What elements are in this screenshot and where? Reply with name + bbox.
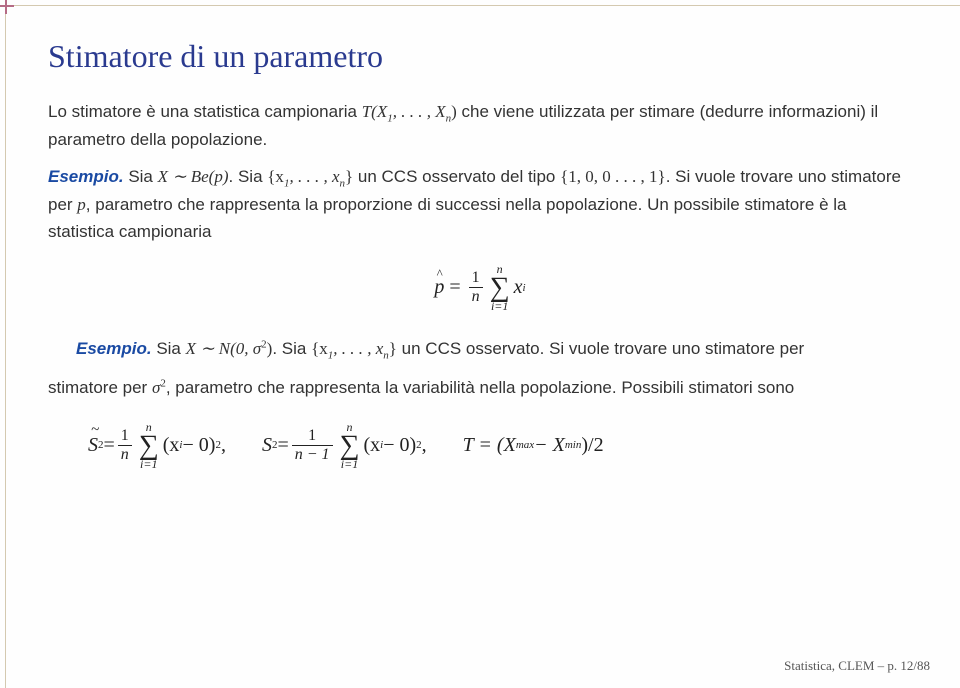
text: un CCS osservato. Si vuole trovare uno s… <box>397 339 804 358</box>
math-eq: = <box>104 434 115 457</box>
frac-num: 1 <box>469 269 483 288</box>
math: T = (X <box>463 434 516 457</box>
math-sub: min <box>565 439 582 451</box>
frac-den: n <box>469 288 483 306</box>
example-label: Esempio. <box>48 167 124 186</box>
slide-page: Stimatore di un parametro Lo stimatore è… <box>6 6 960 688</box>
page-footer: Statistica, CLEM – p. 12/88 <box>784 658 930 674</box>
paragraph-1: Lo stimatore è una statistica campionari… <box>48 99 912 154</box>
sigma-icon: ∑ <box>139 433 159 458</box>
summation: n ∑ i=1 <box>490 263 510 312</box>
fraction: 1 n − 1 <box>292 427 333 463</box>
summation: n ∑ i=1 <box>139 421 159 470</box>
text: , parametro che rappresenta la proporzio… <box>48 195 847 240</box>
math: {1, 0, 0 . . . , 1} <box>560 167 666 186</box>
math: S <box>262 434 272 457</box>
math: , . . . , x <box>289 167 339 186</box>
math: X ∼ Be(p) <box>158 167 229 186</box>
math: p <box>77 195 86 214</box>
math-sub: i <box>523 282 526 294</box>
example-label: Esempio. <box>76 339 152 358</box>
math: } <box>345 167 353 186</box>
text: , parametro che rappresenta la variabili… <box>166 378 794 397</box>
frac-num: 1 <box>118 427 132 446</box>
sum-bot: i=1 <box>139 458 159 470</box>
math: )/2 <box>581 434 603 457</box>
paragraph-3: Esempio. Sia X ∼ N(0, σ2). Sia {x1, . . … <box>76 336 912 364</box>
sum-bot: i=1 <box>490 300 510 312</box>
math-stilde: S <box>88 434 98 457</box>
math: , . . . , x <box>333 339 383 358</box>
math-eq: = <box>277 434 288 457</box>
paragraph-3b: stimatore per σ2, parametro che rapprese… <box>48 375 912 401</box>
formula-estimators: S2 = 1 n n ∑ i=1 (xi − 0)2, S2 = 1 n − 1… <box>88 421 912 470</box>
math-sub: max <box>516 439 534 451</box>
frac-den: n <box>118 446 132 464</box>
math: − 0) <box>383 434 416 457</box>
formula-t: T = (Xmax − Xmin)/2 <box>463 434 604 457</box>
fraction: 1 n <box>118 427 132 463</box>
text: un CCS osservato del tipo <box>353 167 560 186</box>
fraction: 1 n <box>469 269 483 305</box>
math: − X <box>534 434 565 457</box>
formula-s-tilde: S2 = 1 n n ∑ i=1 (xi − 0)2, <box>88 421 226 470</box>
text: . Sia <box>272 339 311 358</box>
paragraph-2: Esempio. Sia X ∼ Be(p). Sia {x1, . . . ,… <box>48 164 912 245</box>
math-phat: p <box>434 276 444 299</box>
text: stimatore per <box>48 378 152 397</box>
text: Sia <box>152 339 186 358</box>
math: {x <box>311 339 328 358</box>
text: Sia <box>124 167 158 186</box>
math: − 0) <box>182 434 215 457</box>
sigma-icon: ∑ <box>490 275 510 300</box>
math: , . . . , X <box>393 102 446 121</box>
math: , <box>422 434 427 457</box>
summation: n ∑ i=1 <box>340 421 360 470</box>
sigma-icon: ∑ <box>340 433 360 458</box>
page-title: Stimatore di un parametro <box>48 38 912 75</box>
frac-den: n − 1 <box>292 446 333 464</box>
math: x <box>514 276 523 299</box>
math-eq: = <box>444 276 465 299</box>
math: (x <box>363 434 380 457</box>
math: } <box>389 339 397 358</box>
frac-num: 1 <box>292 427 333 446</box>
formula-s-squared: S2 = 1 n − 1 n ∑ i=1 (xi − 0)2, <box>262 421 427 470</box>
text: Lo stimatore è una statistica campionari… <box>48 102 362 121</box>
math: X ∼ N(0, σ <box>186 339 262 358</box>
math: (x <box>163 434 180 457</box>
sum-bot: i=1 <box>340 458 360 470</box>
math: {x <box>267 167 284 186</box>
math: , <box>221 434 226 457</box>
text: . Sia <box>229 167 268 186</box>
math: T(X <box>362 102 388 121</box>
formula-phat: p = 1 n n ∑ i=1 xi <box>48 263 912 312</box>
